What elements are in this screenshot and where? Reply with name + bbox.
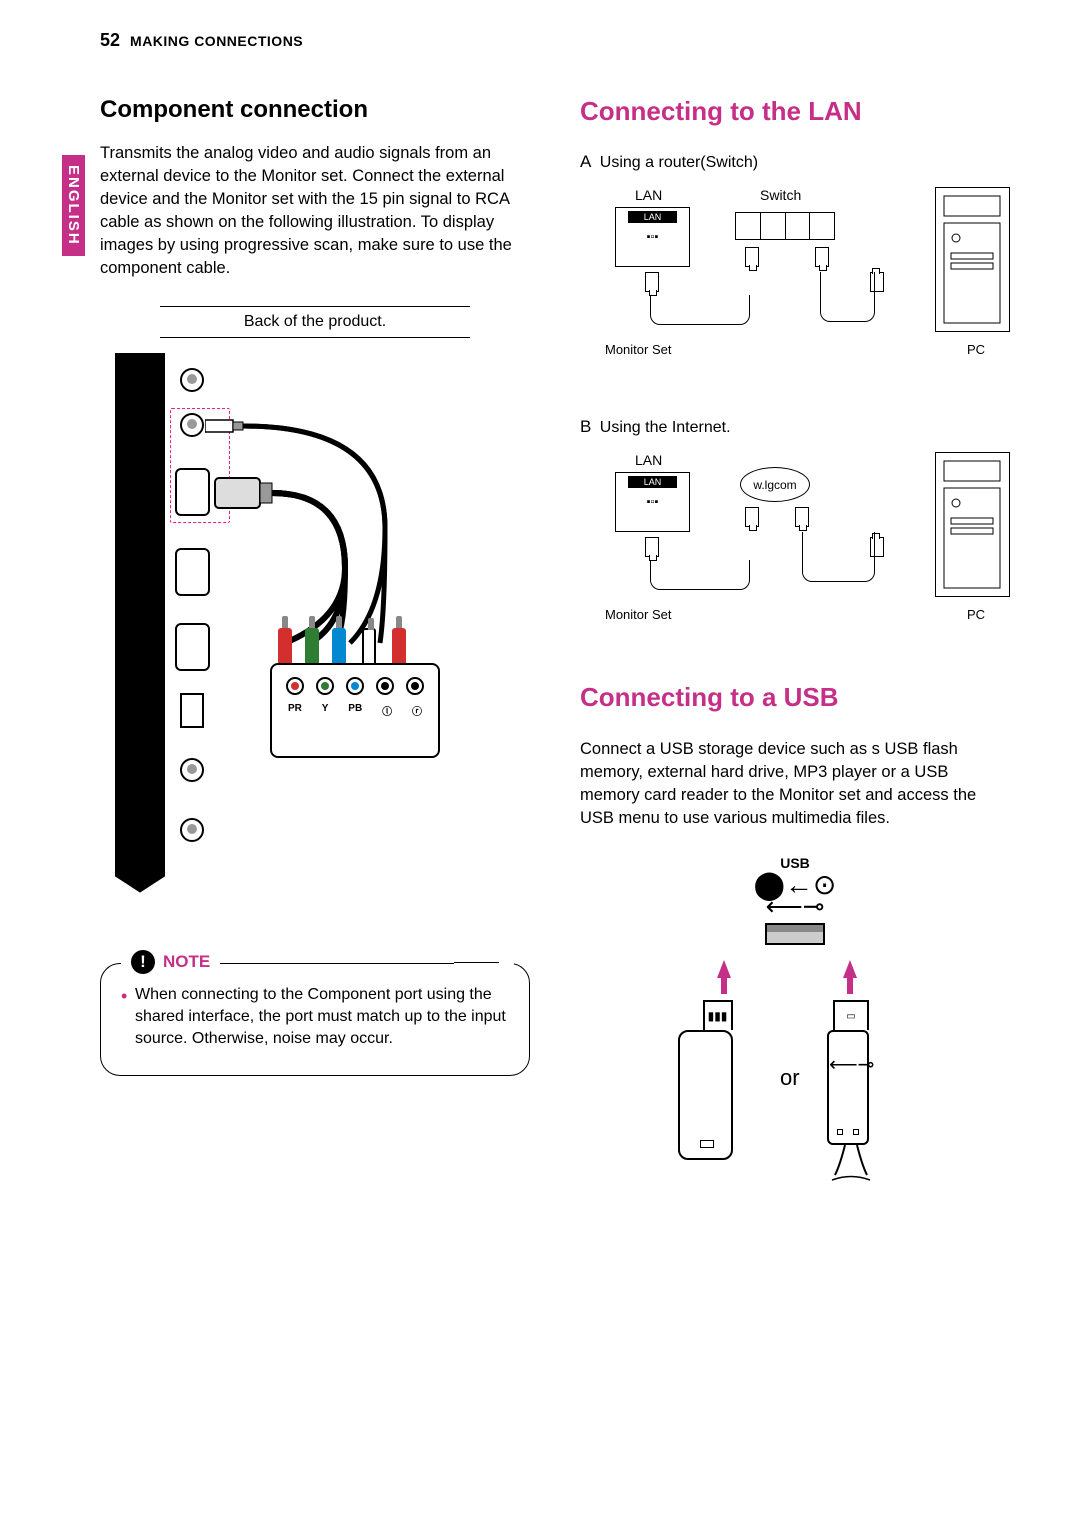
note-box: ! NOTE When connecting to the Component … [100,963,530,1076]
ir-in-jack [180,818,204,842]
usb-port [180,693,204,728]
port-label-audio-in: AUDIO IN [108,411,142,443]
rca-label-r: ⓡ [412,703,422,718]
audio-out-jack [180,368,204,392]
usb-receptacle [765,923,825,945]
ir-out-jack [180,758,204,782]
rca-plug-y [305,628,319,668]
back-of-product-label: Back of the product. [160,306,470,338]
header-section-title: MAKING CONNECTIONS [130,33,303,49]
lan-heading: Connecting to the LAN [580,96,1010,127]
note-icon: ! [131,950,155,974]
rca-component-box: PR Y PB ⓛ ⓡ [270,663,440,758]
component-heading: Component connection [100,96,530,124]
port-label-component: COMPONENT IN/ RGB IN [108,461,142,532]
note-text: When connecting to the Component port us… [121,984,509,1051]
lan-diagram-a: LAN Switch LAN ▪▫▪ [580,187,1010,377]
rca-label-pr: PR [288,703,302,718]
rca-plug-pr [278,628,292,668]
usb-diagram: USB ⬤←⊙ ⟵⊸ ▮▮▮ or ▭ [655,855,935,1195]
note-title: NOTE [163,952,210,972]
rca-label-y: Y [322,703,329,718]
port-label-audio-out: AUDIO OUT [108,365,142,404]
rca-plug-r [392,628,406,668]
component-diagram: AUDIO OUT AUDIO IN COMPONENT IN/ RGB IN … [100,353,460,913]
port-label-usb: USB [108,703,142,718]
usb-flash-drive: ▮▮▮ [690,1000,745,1160]
rca-label-l: ⓛ [382,703,392,718]
lan-diagram-b: LAN LAN ▪▫▪ w.lgcom Monitor Set [580,452,1010,642]
rca-plug-l [362,628,376,668]
page-header: 52 MAKING CONNECTIONS [100,30,1010,51]
usb-paragraph: Connect a USB storage device such as s U… [580,738,1010,830]
rca-label-pb: PB [348,703,362,718]
lan-option-a: A Using a router(Switch) [580,152,1010,172]
port-label-ir-in: IR IN [108,823,142,839]
arrow-icon [843,960,857,978]
port-label-rs232-out: RS-232C OUT [108,548,142,594]
lan-option-b: B Using the Internet. [580,417,1010,437]
or-label: or [780,1065,800,1091]
usb-cable: ▭ ⟵⊸ [830,1000,872,1190]
usb-heading: Connecting to a USB [580,682,1010,713]
rca-plug-pb [332,628,346,668]
page-number: 52 [100,30,120,51]
port-label-ir-out: IR OUT [108,763,142,787]
port-label-rs232-in: RS-232C IN [108,623,142,661]
language-tab: ENGLISH [62,155,85,256]
arrow-icon [717,960,731,978]
component-paragraph: Transmits the analog video and audio sig… [100,142,530,281]
